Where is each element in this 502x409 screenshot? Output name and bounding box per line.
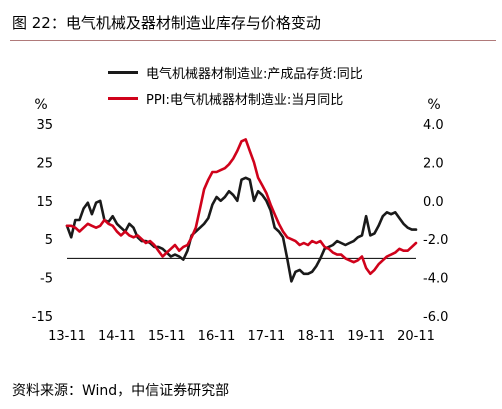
x-axis-tick-label: 18-11 xyxy=(297,329,335,344)
source-note: 资料来源：Wind，中信证券研究部 xyxy=(12,383,230,399)
x-axis-tick-label: 13-11 xyxy=(48,329,86,344)
left-axis-unit: % xyxy=(34,97,47,113)
x-axis-tick-label: 15-11 xyxy=(148,329,186,344)
legend-swatch-inventory xyxy=(108,71,138,74)
x-axis-tick-label: 17-11 xyxy=(248,329,286,344)
left-axis-tick-label: 5 xyxy=(45,233,53,248)
x-axis-tick-label: 20-11 xyxy=(397,329,435,344)
left-axis-tick-label: 25 xyxy=(36,156,53,171)
right-axis-unit: % xyxy=(427,97,440,113)
right-axis-tick-label: -6.0 xyxy=(423,310,448,325)
figure-title: 图 22：电气机械及器材制造业库存与价格变动 xyxy=(12,14,321,32)
right-axis-tick-label: 0.0 xyxy=(423,195,444,210)
right-axis-tick-label: -4.0 xyxy=(423,272,448,287)
right-axis-tick-label: 2.0 xyxy=(423,156,444,171)
figure-header: 图 22：电气机械及器材制造业库存与价格变动 xyxy=(0,0,502,44)
x-axis-tick-label: 19-11 xyxy=(347,329,385,344)
right-axis-tick-label: 4.0 xyxy=(423,118,444,133)
left-axis-tick-label: 15 xyxy=(36,195,53,210)
x-axis-tick-label: 16-11 xyxy=(198,329,236,344)
right-axis-tick-label: -2.0 xyxy=(423,233,448,248)
legend-label-ppi: PPI:电气机械器材制造业:当月同比 xyxy=(146,93,344,108)
title-divider xyxy=(10,40,496,41)
series-line-ppi xyxy=(65,138,418,276)
legend-swatch-ppi xyxy=(108,97,138,100)
left-axis-tick-label: 35 xyxy=(36,118,53,133)
left-axis-tick-label: -5 xyxy=(40,272,53,287)
left-axis-tick-label: -15 xyxy=(32,310,53,325)
x-axis-tick-label: 14-11 xyxy=(98,329,136,344)
legend-label-inventory: 电气机械器材制造业:产成品存货:同比 xyxy=(146,67,363,82)
series-line-inventory xyxy=(65,176,418,283)
